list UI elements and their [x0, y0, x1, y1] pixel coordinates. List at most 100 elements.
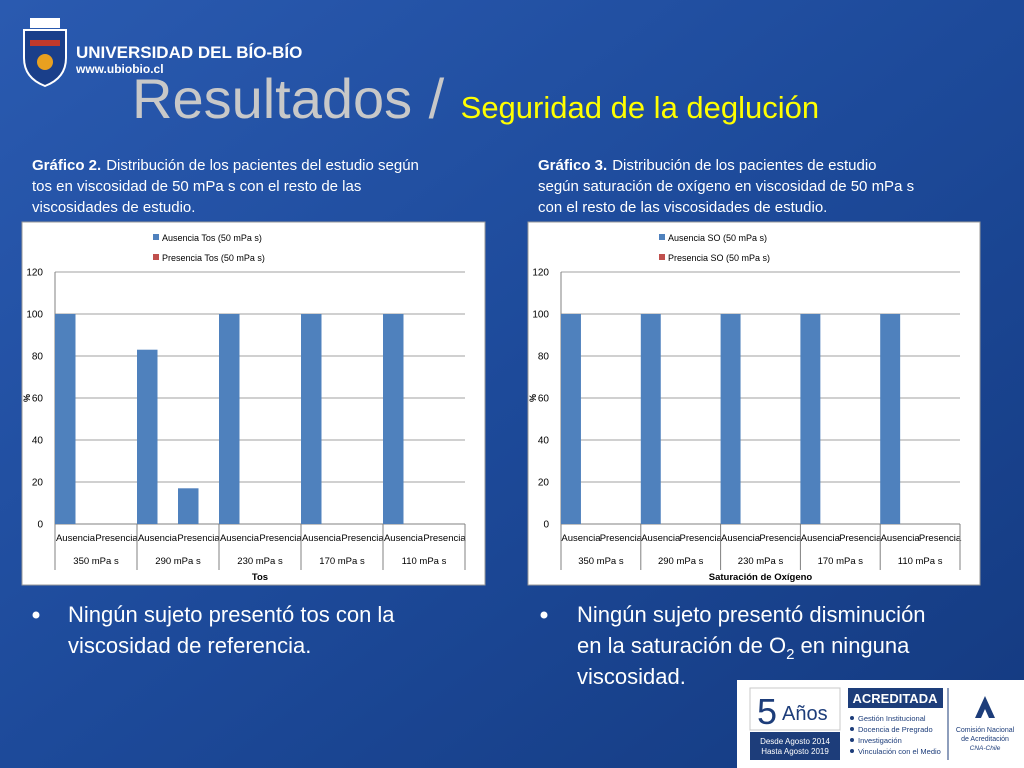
caption-label: Gráfico 2.	[32, 157, 101, 174]
y-tick-label: 100	[26, 310, 43, 321]
bullet-text: en la saturación de O	[577, 633, 786, 658]
chart-caption: Gráfico 2. Distribución de los pacientes …	[32, 157, 419, 216]
bullet-line: Ningún sujeto presentó tos con la	[68, 602, 395, 627]
bar	[561, 314, 581, 524]
subscript: 2	[786, 646, 794, 663]
university-name: UNIVERSIDAD DEL BÍO-BÍO	[76, 43, 302, 62]
x-axis-label: Tos	[252, 572, 268, 583]
logo	[23, 18, 67, 88]
bullet-line: viscosidad.	[577, 664, 686, 689]
badge-areas: Gestión Institucional Docencia de Pregra…	[850, 714, 941, 756]
badge-area: Gestión Institucional	[858, 714, 926, 723]
legend-swatch	[659, 234, 665, 240]
caption-line: Distribución de los pacientes de estudio	[612, 157, 876, 174]
badge-date: Desde Agosto 2014	[760, 737, 830, 746]
slide-title: Resultados / Seguridad de la deglución	[132, 67, 819, 130]
bullets: Ningún sujeto presentó tos con la viscos…	[32, 602, 926, 689]
y-tick-label: 0	[543, 520, 549, 531]
y-tick-label: 80	[538, 352, 550, 363]
chart: Gráfico 2. Distribución de los pacientes …	[21, 157, 486, 586]
group-label: 170 mPa s	[319, 556, 365, 567]
badge-date: Hasta Agosto 2019	[761, 747, 829, 756]
caption-line: tos en viscosidad de 50 mPa s con el res…	[32, 178, 361, 195]
group-label: 290 mPa s	[155, 556, 201, 567]
y-axis-label: %	[528, 394, 538, 402]
x-tick-label: Presencia	[839, 533, 882, 544]
bar	[137, 349, 158, 524]
x-tick-label: Presencia	[600, 533, 643, 544]
bar	[880, 314, 901, 524]
legend-label: Presencia SO (50 mPa s)	[668, 253, 770, 263]
x-tick-label: Ausencia	[302, 533, 342, 544]
x-tick-label: Presencia	[680, 533, 723, 544]
x-tick-label: Ausencia	[721, 533, 761, 544]
chart: Gráfico 3. Distribución de los pacientes …	[527, 157, 981, 586]
chart-frame	[527, 221, 981, 586]
group-label: 110 mPa s	[898, 556, 943, 567]
bar	[383, 314, 404, 524]
x-tick-label: Ausencia	[641, 533, 681, 544]
badge-years: Años	[782, 703, 828, 725]
legend-label: Ausencia Tos (50 mPa s)	[162, 233, 262, 243]
title-separator: /	[429, 67, 445, 130]
y-tick-label: 0	[37, 520, 43, 531]
legend-label: Presencia Tos (50 mPa s)	[162, 253, 265, 263]
y-tick-label: 120	[532, 268, 549, 279]
group-label: 230 mPa s	[738, 556, 784, 567]
bullet-line: en la saturación de O2 en ninguna	[577, 633, 910, 663]
badge-status: ACREDITADA	[853, 691, 939, 706]
bullet-line: Ningún sujeto presentó disminución	[577, 602, 926, 627]
caption-line: Distribución de los pacientes del estudi…	[106, 157, 419, 174]
x-tick-label: Ausencia	[881, 533, 921, 544]
legend-swatch	[153, 254, 159, 260]
x-tick-label: Ausencia	[384, 533, 424, 544]
x-tick-label: Ausencia	[561, 533, 601, 544]
group-label: 350 mPa s	[578, 556, 624, 567]
badge-area: Docencia de Pregrado	[858, 725, 933, 734]
y-tick-label: 100	[532, 310, 549, 321]
caption-line: con el resto de las viscosidades de estu…	[538, 199, 827, 216]
caption-label: Gráfico 3.	[538, 157, 607, 174]
website: www.ubiobio.cl	[75, 62, 164, 76]
group-label: 170 mPa s	[818, 556, 864, 567]
y-tick-label: 20	[32, 478, 44, 489]
legend-swatch	[659, 254, 665, 260]
cna-logo	[975, 696, 995, 718]
x-tick-label: Ausencia	[801, 533, 841, 544]
logo-top	[30, 18, 60, 28]
caption-line: viscosidades de estudio.	[32, 199, 195, 216]
x-tick-label: Presencia	[423, 533, 466, 544]
y-axis-label: %	[22, 394, 32, 402]
badge-dates-box	[750, 732, 840, 760]
badge-status-box	[848, 688, 943, 708]
badge-years-box	[749, 687, 841, 731]
y-tick-label: 20	[538, 478, 550, 489]
x-axis-label: Saturación de Oxígeno	[709, 572, 813, 583]
bar	[800, 314, 821, 524]
y-tick-label: 40	[32, 436, 44, 447]
bullet-marker	[32, 611, 40, 619]
caption-line: según saturación de oxígeno en viscosida…	[538, 178, 914, 195]
y-tick-label: 120	[26, 268, 43, 279]
bullet-line: viscosidad de referencia.	[68, 633, 311, 658]
x-tick-label: Ausencia	[220, 533, 260, 544]
bar	[178, 488, 199, 524]
area-dot	[850, 727, 854, 731]
group-label: 230 mPa s	[237, 556, 283, 567]
group-label: 290 mPa s	[658, 556, 704, 567]
bar	[720, 314, 741, 524]
chart-frame	[21, 221, 486, 586]
area-dot	[850, 749, 854, 753]
legend-label: Ausencia SO (50 mPa s)	[668, 233, 767, 243]
y-tick-label: 60	[32, 394, 44, 405]
agency-short: CNA-Chile	[970, 745, 1001, 752]
group-label: 110 mPa s	[402, 556, 447, 567]
area-dot	[850, 716, 854, 720]
x-tick-label: Ausencia	[56, 533, 96, 544]
legend-swatch	[153, 234, 159, 240]
y-tick-label: 60	[538, 394, 550, 405]
x-tick-label: Presencia	[341, 533, 384, 544]
x-tick-label: Ausencia	[138, 533, 178, 544]
